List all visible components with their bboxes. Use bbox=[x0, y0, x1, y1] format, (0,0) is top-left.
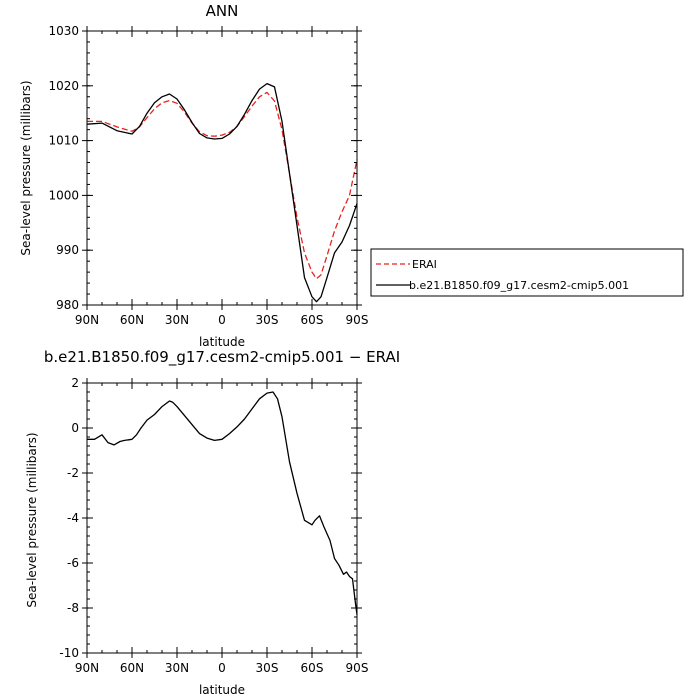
y-axis-label: Sea-level pressure (millibars) bbox=[25, 432, 39, 607]
chart-title: b.e21.B1850.f09_g17.cesm2-cmip5.001 − ER… bbox=[44, 348, 400, 367]
x-tick-label: 0 bbox=[218, 661, 226, 675]
y-tick-label: 2 bbox=[71, 376, 79, 390]
y-axis-label: Sea-level pressure (millibars) bbox=[19, 80, 33, 255]
series-line-model bbox=[86, 82, 358, 303]
panel-difference: b.e21.B1850.f09_g17.cesm2-cmip5.001 − ER… bbox=[25, 348, 400, 697]
x-tick-label: 60N bbox=[120, 661, 144, 675]
x-tick-label: 90N bbox=[75, 661, 99, 675]
y-tick-labels: -10 -8 -6 -4 -2 0 2 bbox=[59, 376, 79, 660]
series-lines bbox=[86, 82, 358, 303]
x-tick-label: 60S bbox=[301, 313, 324, 327]
x-tick-labels: 90N 60N 30N 0 30S 60S 90S bbox=[75, 313, 369, 327]
x-tick-label: 60S bbox=[301, 661, 324, 675]
x-tick-labels: 90N 60N 30N 0 30S 60S 90S bbox=[75, 661, 369, 675]
x-tick-label: 60N bbox=[120, 313, 144, 327]
y-tick-label: 980 bbox=[56, 298, 79, 312]
x-tick-label: 90S bbox=[346, 661, 369, 675]
x-axis-label: latitude bbox=[199, 335, 245, 349]
y-tick-label: 1000 bbox=[48, 188, 79, 202]
x-tick-label: 90N bbox=[75, 313, 99, 327]
legend: ERAI b.e21.B1850.f09_g17.cesm2-cmip5.001 bbox=[370, 248, 684, 297]
series-line-difference bbox=[87, 391, 358, 615]
y-tick-label: -2 bbox=[67, 466, 79, 480]
y-tick-label: -10 bbox=[59, 646, 79, 660]
series-lines bbox=[87, 391, 358, 615]
legend-label-erai: ERAI bbox=[412, 258, 437, 271]
chart-title: ANN bbox=[206, 2, 239, 20]
y-tick-labels: 980 990 1000 1010 1020 1030 bbox=[48, 24, 79, 312]
legend-box bbox=[370, 248, 684, 297]
y-tick-label: -8 bbox=[67, 601, 79, 615]
plot-frame bbox=[86, 30, 358, 306]
y-tick-label: 0 bbox=[71, 421, 79, 435]
legend-label-model: b.e21.B1850.f09_g17.cesm2-cmip5.001 bbox=[409, 279, 629, 292]
y-tick-label: 1020 bbox=[48, 79, 79, 93]
x-tick-label: 30N bbox=[165, 661, 189, 675]
tick-marks bbox=[82, 26, 362, 310]
y-tick-label: 990 bbox=[56, 243, 79, 257]
x-tick-label: 0 bbox=[218, 313, 226, 327]
x-tick-label: 30N bbox=[165, 313, 189, 327]
y-tick-label: 1010 bbox=[48, 134, 79, 148]
series-line-erai bbox=[87, 91, 358, 280]
x-tick-label: 90S bbox=[346, 313, 369, 327]
x-tick-label: 30S bbox=[256, 661, 279, 675]
tick-marks bbox=[82, 378, 362, 658]
x-tick-label: 30S bbox=[256, 313, 279, 327]
panel-annual-slp: ANN 980 990 1000 1010 1020 1030 90N 60N 30N 0 30S… bbox=[19, 2, 368, 349]
y-tick-label: 1030 bbox=[48, 24, 79, 38]
y-tick-label: -4 bbox=[67, 511, 79, 525]
x-axis-label: latitude bbox=[199, 683, 245, 697]
y-tick-label: -6 bbox=[67, 556, 79, 570]
